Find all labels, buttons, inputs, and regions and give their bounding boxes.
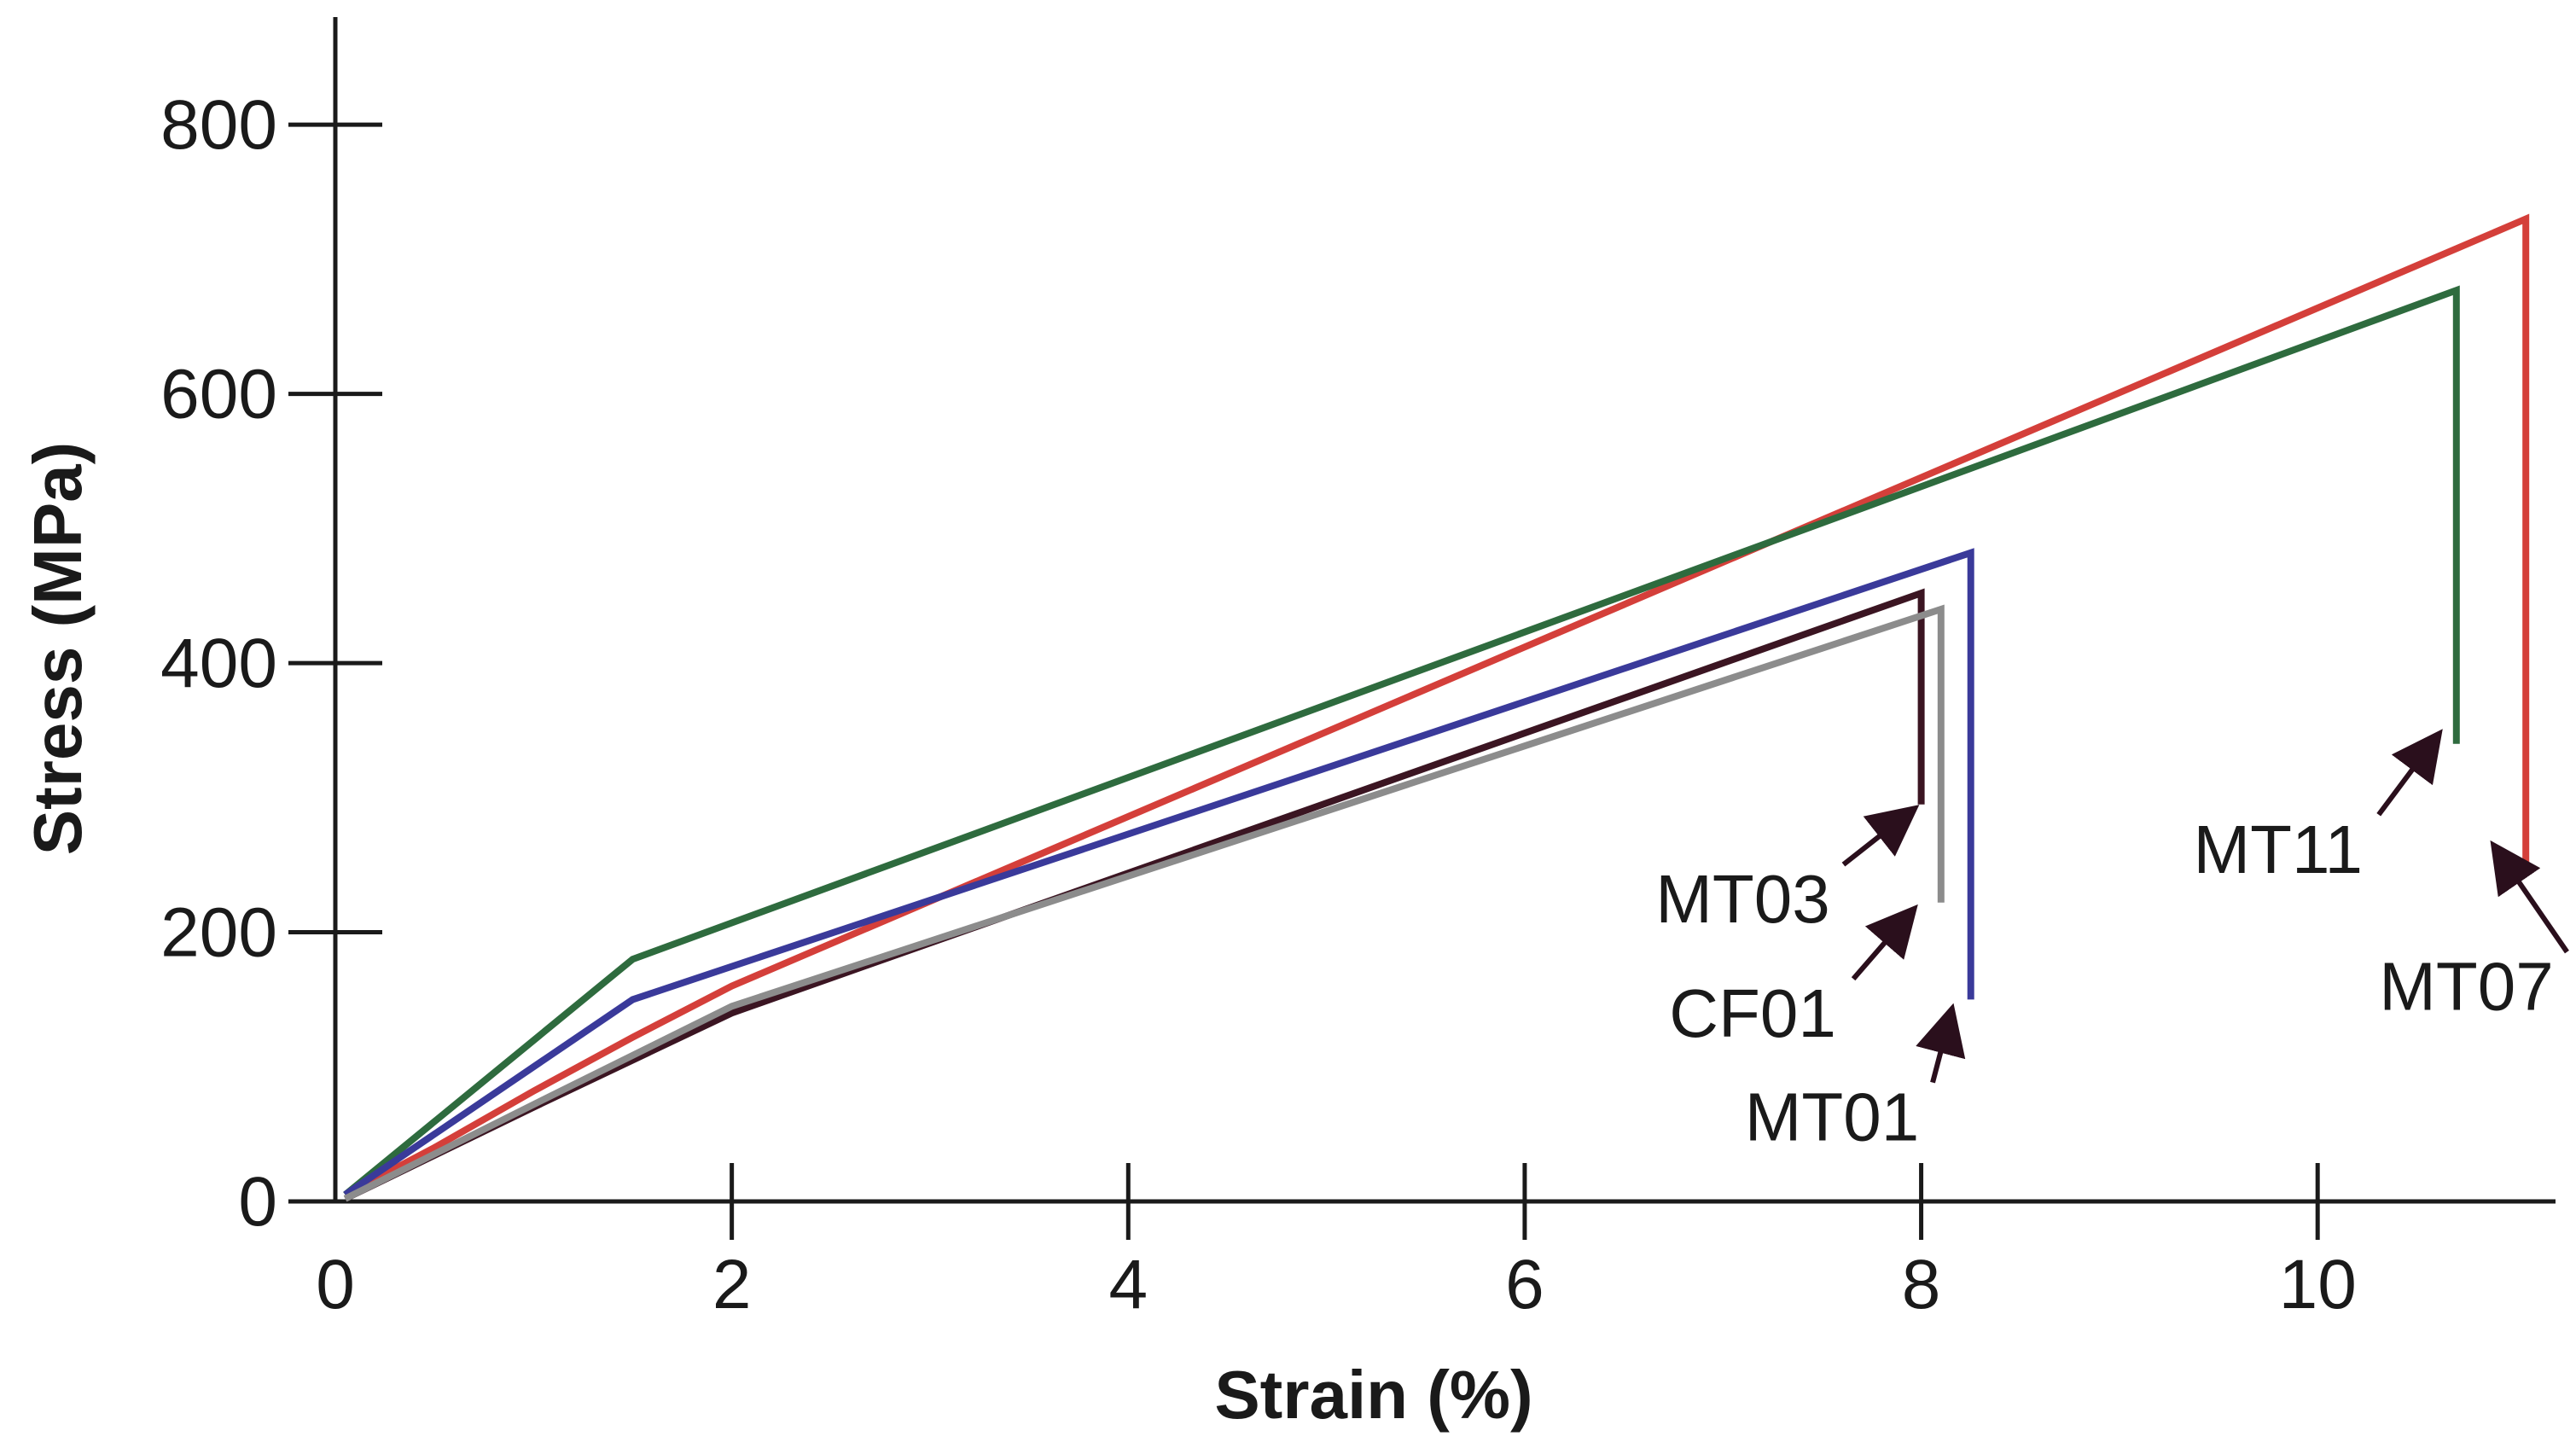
y-tick-label: 800: [160, 86, 277, 164]
series-arrow-mt03: [1841, 805, 1920, 867]
series-arrow-mt01: [1916, 1003, 1966, 1084]
x-tick-label: 8: [1902, 1246, 1941, 1323]
x-axis-title: Strain (%): [1214, 1357, 1532, 1433]
y-tick-label: 400: [160, 625, 277, 702]
series-arrow-mt07: [2490, 840, 2569, 954]
y-tick-label: 0: [238, 1163, 277, 1241]
series-arrow-mt11: [2376, 729, 2443, 817]
series-label-mt11: MT11: [2193, 811, 2363, 887]
series-label-mt03: MT03: [1655, 861, 1830, 937]
series-line-mt11: [343, 285, 2460, 1198]
series-line-cf01: [343, 604, 1945, 1202]
series-label-cf01: CF01: [1669, 975, 1836, 1051]
series-label-mt07: MT07: [2379, 949, 2554, 1025]
series-label-mt01: MT01: [1745, 1079, 1920, 1155]
axes: 0 200 400 600 800 0 2 4 6 8 10: [160, 17, 2556, 1323]
series-line-mt01: [343, 548, 1974, 1198]
x-tick-label: 4: [1108, 1246, 1148, 1323]
x-tick-label: 10: [2279, 1246, 2357, 1323]
series-arrow-cf01: [1851, 904, 1918, 981]
x-tick-label: 0: [316, 1246, 355, 1323]
y-tick-label: 200: [160, 894, 277, 972]
y-tick-label: 600: [160, 356, 277, 433]
x-tick-label: 2: [712, 1246, 752, 1323]
series-line-mt07: [343, 213, 2530, 1198]
x-tick-label: 6: [1505, 1246, 1544, 1323]
y-axis-title: Stress (MPa): [20, 442, 96, 856]
series-layer: [343, 213, 2530, 1202]
